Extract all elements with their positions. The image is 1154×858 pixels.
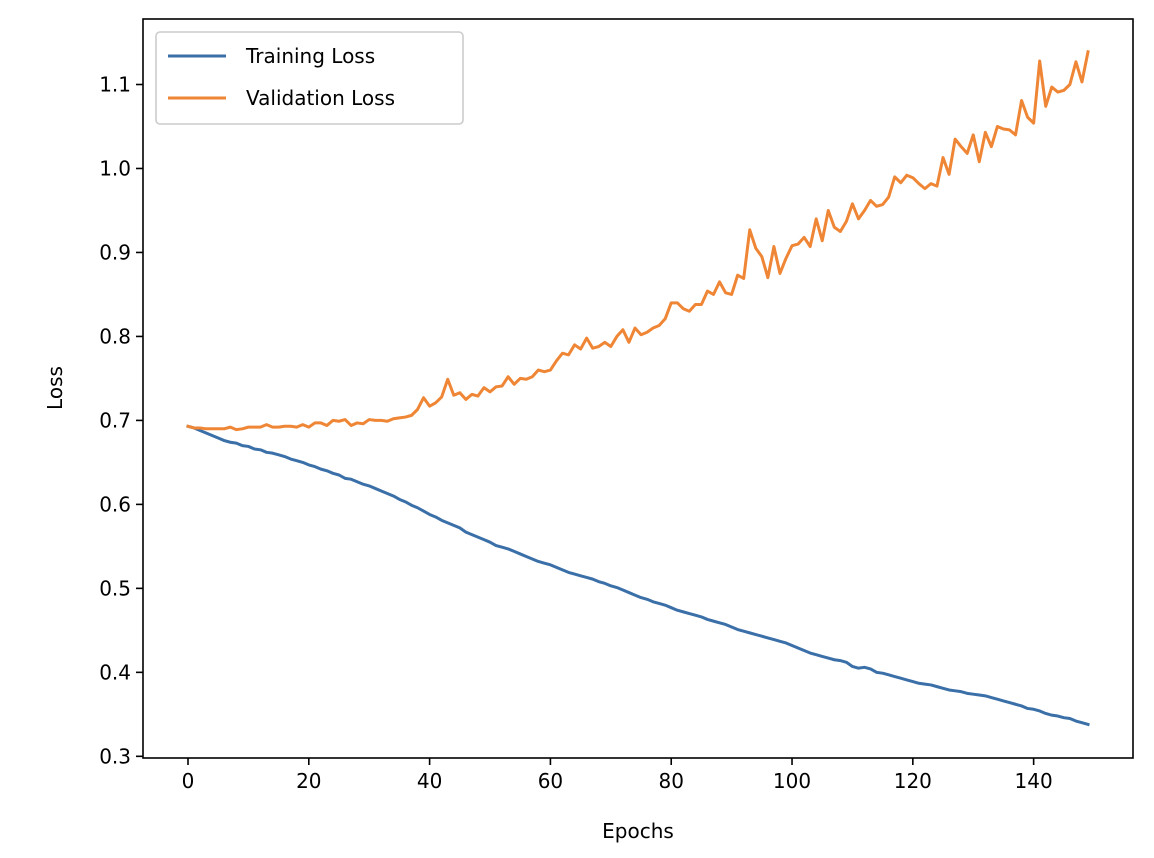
y-tick-label: 0.9 xyxy=(99,240,131,264)
x-tick-label: 20 xyxy=(296,769,321,793)
series-line-validation-loss xyxy=(186,49,1090,432)
x-tick-label: 100 xyxy=(773,769,811,793)
x-axis-ticks: 0 20 40 60 80 100 120 140 xyxy=(182,758,1053,793)
x-tick-label: 140 xyxy=(1015,769,1053,793)
x-tick-label: 60 xyxy=(538,769,563,793)
plot-area xyxy=(143,19,1133,758)
y-tick-label: 0.5 xyxy=(99,576,131,600)
x-tick-label: 0 xyxy=(182,769,195,793)
y-tick-label: 0.7 xyxy=(99,408,131,432)
legend-box xyxy=(155,31,464,125)
series-line-training-loss xyxy=(186,424,1090,727)
y-tick-label: 1.0 xyxy=(99,156,131,180)
y-tick-label: 0.4 xyxy=(99,660,131,684)
legend: Training Loss Validation Loss xyxy=(155,31,464,125)
y-axis-ticks: 0.3 0.4 0.5 0.6 0.7 0.8 0.9 1.0 1.1 xyxy=(99,73,143,768)
x-tick-label: 40 xyxy=(417,769,442,793)
x-tick-label: 120 xyxy=(894,769,932,793)
legend-label-training-loss: Training Loss xyxy=(245,44,375,68)
axes-frame xyxy=(142,18,1134,759)
series-lines xyxy=(186,49,1090,727)
x-tick-label: 80 xyxy=(658,769,683,793)
y-tick-label: 1.1 xyxy=(99,73,131,97)
y-tick-label: 0.8 xyxy=(99,324,131,348)
legend-label-validation-loss: Validation Loss xyxy=(246,86,395,110)
y-tick-label: 0.6 xyxy=(99,492,131,516)
y-axis-label: Loss xyxy=(43,366,67,410)
x-axis-label: Epochs xyxy=(602,819,674,843)
y-tick-label: 0.3 xyxy=(99,744,131,768)
